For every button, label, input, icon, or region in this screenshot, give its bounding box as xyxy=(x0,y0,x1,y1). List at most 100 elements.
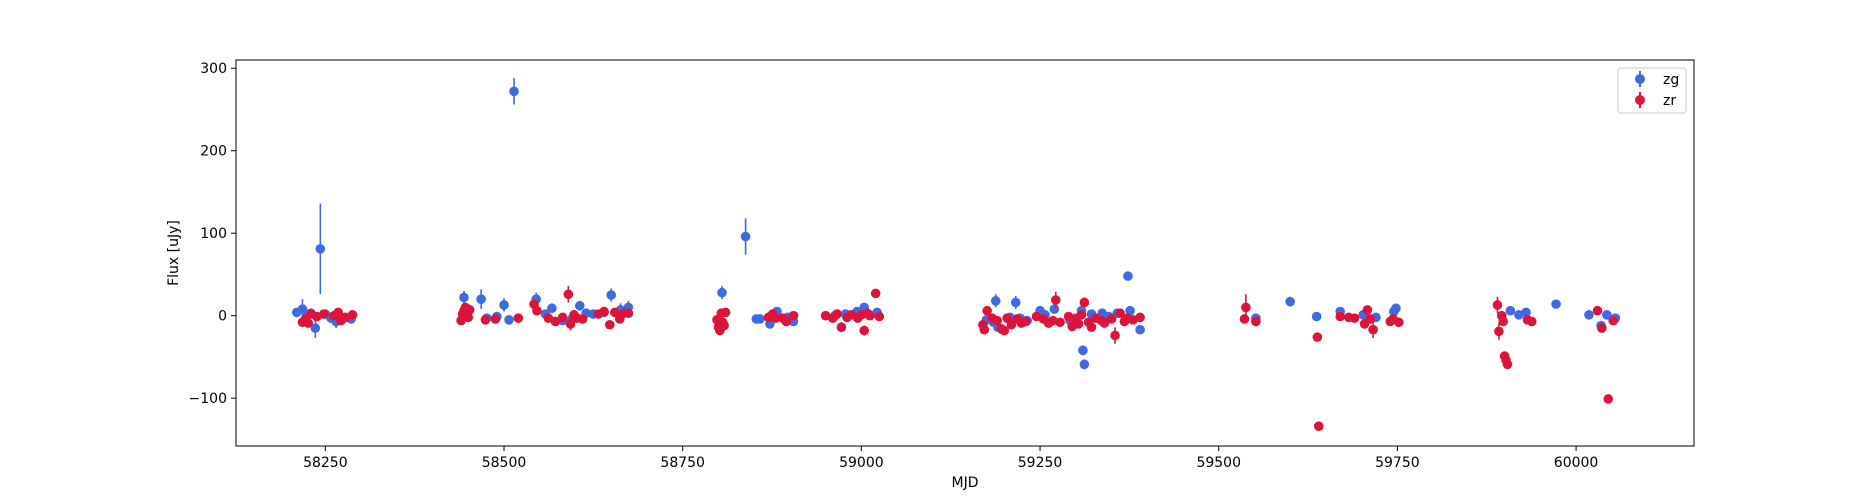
point-zr xyxy=(599,306,609,317)
legend-zg-label: zg xyxy=(1663,72,1679,88)
point-zr xyxy=(623,308,634,319)
point-zr xyxy=(1115,308,1125,319)
point-zr xyxy=(532,305,542,316)
y-tick-label: 300 xyxy=(200,61,227,77)
point-zg xyxy=(1311,311,1322,322)
point-zg xyxy=(476,294,486,304)
point-zr xyxy=(565,319,576,329)
point-zr xyxy=(347,310,358,320)
plot-area xyxy=(291,78,1621,432)
point-zr xyxy=(1048,315,1058,326)
point-zr xyxy=(874,311,885,322)
point-zr xyxy=(604,319,615,330)
point-zg xyxy=(1551,299,1561,309)
y-tick-label: 100 xyxy=(200,226,227,242)
point-zr xyxy=(781,316,792,327)
x-axis-label: MJD xyxy=(952,475,979,491)
y-axis-label: Flux [uJy] xyxy=(166,220,182,286)
point-zg xyxy=(504,315,514,325)
point-zg xyxy=(1010,297,1021,308)
point-zr xyxy=(719,320,729,331)
point-zr xyxy=(1312,332,1323,342)
point-zr xyxy=(1086,322,1097,333)
point-zg xyxy=(1602,310,1612,320)
point-zg xyxy=(740,231,751,242)
x-tick-label: 59000 xyxy=(839,455,884,471)
point-zg xyxy=(459,292,469,303)
point-zr xyxy=(1502,359,1513,370)
point-zr xyxy=(609,307,620,318)
point-zr xyxy=(1494,326,1504,337)
x-tick-label: 58500 xyxy=(482,455,527,471)
plot-frame xyxy=(235,59,1695,447)
point-zr xyxy=(1526,316,1537,327)
point-zr xyxy=(1251,316,1261,327)
point-zg xyxy=(315,244,326,254)
point-zg xyxy=(1584,310,1594,320)
point-zg xyxy=(499,300,509,310)
point-zr xyxy=(832,309,842,319)
point-zr xyxy=(992,315,1002,326)
point-zr xyxy=(865,310,875,321)
point-zg xyxy=(990,296,1001,306)
point-zr xyxy=(1020,316,1031,327)
point-zr xyxy=(333,307,344,318)
point-zr xyxy=(1073,319,1084,329)
point-zg xyxy=(1079,359,1090,370)
point-zr xyxy=(999,325,1010,336)
y-tick-label: 200 xyxy=(200,144,227,160)
point-zr xyxy=(770,313,781,323)
point-zr xyxy=(870,288,881,299)
point-zr xyxy=(720,307,731,318)
legend-zg-marker xyxy=(1635,74,1645,84)
point-zg xyxy=(574,300,585,311)
point-zr xyxy=(1241,302,1251,313)
point-zr xyxy=(979,324,990,335)
point-zr xyxy=(1313,421,1324,432)
point-zg xyxy=(606,290,617,300)
point-zr xyxy=(1349,313,1360,323)
point-zr xyxy=(1055,317,1065,328)
legend-zr-marker xyxy=(1635,95,1645,105)
legend-frame xyxy=(1617,67,1687,114)
point-zr xyxy=(543,313,554,323)
point-zr xyxy=(1110,330,1120,341)
point-zg xyxy=(717,287,727,298)
point-zr xyxy=(1076,310,1087,320)
x-tick-label: 59750 xyxy=(1375,455,1420,471)
point-zr xyxy=(1597,323,1607,333)
x-tick-label: 59500 xyxy=(1196,455,1241,471)
point-zr xyxy=(563,289,574,300)
point-zr xyxy=(1608,315,1619,326)
point-zr xyxy=(1365,314,1376,324)
point-zg xyxy=(755,314,765,324)
point-zg xyxy=(1123,271,1133,281)
point-zr xyxy=(1099,318,1110,328)
point-zr xyxy=(836,322,847,333)
point-zg xyxy=(1078,345,1088,356)
point-zg xyxy=(1391,303,1401,314)
point-zr xyxy=(859,325,870,336)
point-zg xyxy=(547,303,557,314)
point-zr xyxy=(1498,316,1508,327)
series-layer xyxy=(291,78,1621,432)
point-zr xyxy=(1592,305,1603,316)
point-zg xyxy=(1125,305,1135,316)
point-zg xyxy=(1505,305,1516,316)
point-zr xyxy=(557,312,568,323)
point-zg xyxy=(509,86,519,97)
point-zr xyxy=(463,312,474,323)
point-zr xyxy=(550,316,561,327)
point-zr xyxy=(513,313,524,323)
x-tick-label: 58250 xyxy=(303,455,348,471)
point-zr xyxy=(577,314,588,324)
point-zr xyxy=(480,315,491,325)
point-zr xyxy=(1492,300,1503,310)
y-tick-label: 0 xyxy=(218,309,227,325)
x-tick-label: 58750 xyxy=(660,455,705,471)
point-zr xyxy=(1368,324,1378,335)
point-zr xyxy=(1603,394,1614,404)
point-zr xyxy=(464,305,475,315)
